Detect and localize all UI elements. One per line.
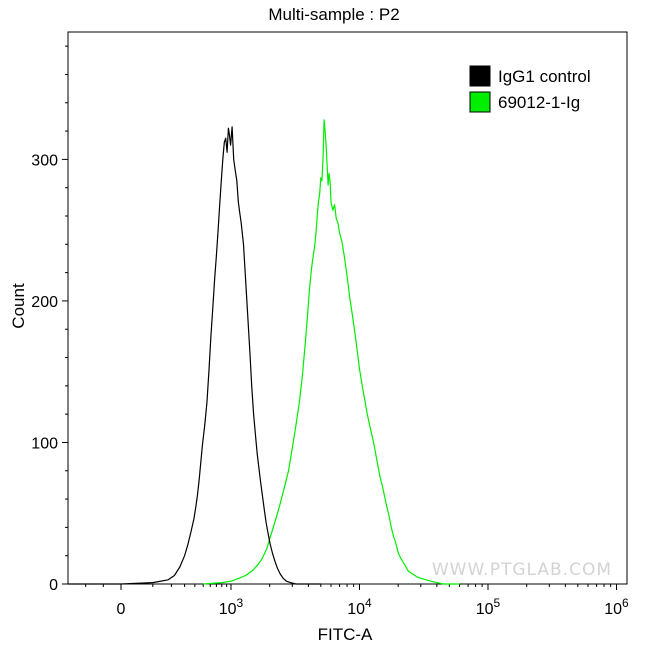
series-line bbox=[203, 119, 460, 585]
y-axis: 0 100 200 300 bbox=[31, 45, 68, 594]
y-tick-label: 300 bbox=[31, 152, 58, 169]
plot-frame bbox=[67, 31, 628, 585]
legend-label: IgG1 control bbox=[498, 67, 591, 86]
y-tick-label: 200 bbox=[31, 294, 58, 311]
series-group bbox=[68, 119, 460, 585]
x-tick-label: 0 bbox=[117, 601, 126, 618]
x-tick-label: 103 bbox=[219, 596, 244, 618]
watermark: WWW.PTGLAB.COM bbox=[432, 560, 612, 580]
chart-title: Multi-sample : P2 bbox=[268, 5, 399, 24]
x-axis: 0 103 104 105 106 bbox=[85, 584, 629, 618]
series-line bbox=[68, 126, 321, 585]
legend-swatch bbox=[469, 65, 491, 87]
x-tick-label: 105 bbox=[476, 596, 501, 618]
x-axis-label: FITC-A bbox=[318, 625, 373, 644]
y-tick-label: 0 bbox=[49, 577, 58, 594]
x-tick-label: 104 bbox=[347, 596, 372, 618]
y-axis-label: Count bbox=[9, 283, 28, 329]
legend: IgG1 control 69012-1-Ig bbox=[469, 65, 591, 113]
y-tick-label: 100 bbox=[31, 435, 58, 452]
x-tick-label: 106 bbox=[604, 596, 629, 618]
legend-swatch bbox=[469, 91, 491, 113]
legend-label: 69012-1-Ig bbox=[498, 93, 580, 112]
